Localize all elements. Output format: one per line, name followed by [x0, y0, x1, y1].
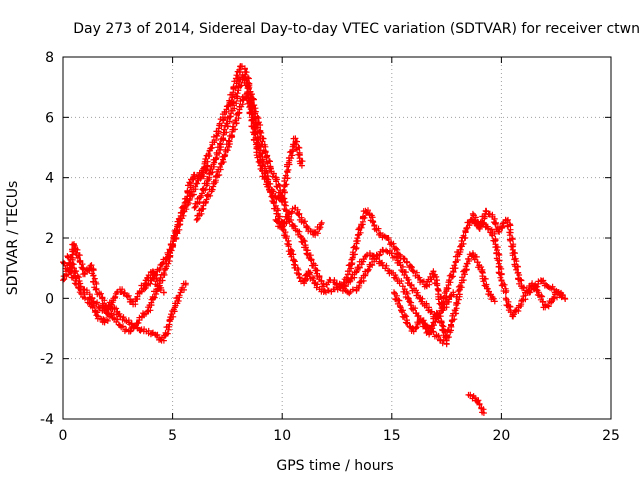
marker-path	[336, 246, 457, 320]
x-tick-label: 5	[168, 428, 177, 444]
y-tick-label: 4	[45, 171, 54, 187]
series-track-11	[502, 280, 566, 320]
x-tick-label: 0	[59, 428, 68, 444]
series-track-9	[391, 289, 450, 348]
chart-title: Day 273 of 2014, Sidereal Day-to-day VTE…	[73, 21, 640, 37]
marker-path	[60, 162, 211, 335]
plot-border	[62, 56, 612, 420]
y-tick-label: 2	[45, 231, 54, 247]
marker-path	[272, 204, 325, 238]
series-track-12	[465, 391, 487, 416]
y-tick-label: 8	[45, 50, 54, 66]
x-tick-label: 10	[273, 428, 291, 444]
y-tick-label: -4	[40, 412, 54, 428]
series-track-4	[141, 63, 510, 314]
series-track-3	[64, 253, 189, 344]
series-track-2	[60, 162, 211, 335]
x-axis-label: GPS time / hours	[276, 458, 393, 474]
grid-lines	[63, 57, 611, 419]
y-tick-label: 6	[45, 110, 54, 126]
x-tick-label: 15	[383, 428, 401, 444]
y-tick-label: 0	[45, 291, 54, 307]
marker-path	[141, 63, 510, 314]
marker-path	[465, 391, 487, 416]
axes: 0 5 10 15 20 25 -4 -2 0 2 4 6 8	[40, 50, 620, 444]
series-track-6	[193, 90, 306, 223]
y-tick-label: -2	[40, 352, 54, 368]
data-markers	[60, 63, 569, 416]
marker-path	[391, 289, 450, 348]
series-track-8	[336, 246, 457, 320]
marker-path	[64, 253, 189, 344]
marker-path	[193, 90, 306, 223]
x-tick-label: 20	[492, 428, 510, 444]
y-axis-label: SDTVAR / TECUs	[5, 181, 21, 296]
series-track-7	[272, 204, 325, 238]
marker-path	[502, 280, 566, 320]
x-tick-label: 25	[602, 428, 620, 444]
